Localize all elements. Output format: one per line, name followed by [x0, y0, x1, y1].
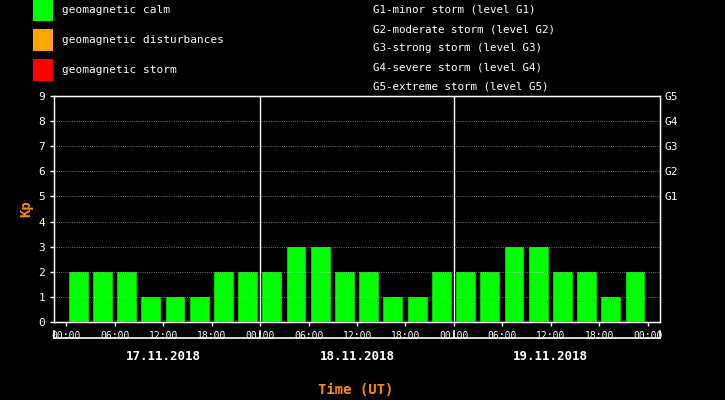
Bar [553, 272, 573, 322]
Bar [577, 272, 597, 322]
Bar [505, 247, 524, 322]
Bar [456, 272, 476, 322]
Bar [262, 272, 282, 322]
Bar [602, 297, 621, 322]
Bar [214, 272, 233, 322]
Bar [335, 272, 355, 322]
Text: G3-strong storm (level G3): G3-strong storm (level G3) [373, 43, 542, 53]
Text: G5-extreme storm (level G5): G5-extreme storm (level G5) [373, 82, 549, 92]
Bar [529, 247, 549, 322]
Bar [311, 247, 331, 322]
Text: Time (UT): Time (UT) [318, 383, 393, 397]
Bar [190, 297, 210, 322]
Bar [117, 272, 137, 322]
Text: geomagnetic disturbances: geomagnetic disturbances [62, 35, 223, 45]
Bar [141, 297, 161, 322]
Text: G1-minor storm (level G1): G1-minor storm (level G1) [373, 5, 536, 15]
Bar [239, 272, 258, 322]
Y-axis label: Kp: Kp [19, 201, 33, 217]
Bar [360, 272, 379, 322]
Bar [69, 272, 88, 322]
Text: G2-moderate storm (level G2): G2-moderate storm (level G2) [373, 24, 555, 34]
Text: geomagnetic storm: geomagnetic storm [62, 65, 176, 75]
Bar [407, 297, 428, 322]
Bar [93, 272, 112, 322]
Bar [626, 272, 645, 322]
Text: geomagnetic calm: geomagnetic calm [62, 5, 170, 15]
Text: 19.11.2018: 19.11.2018 [513, 350, 588, 362]
Bar [286, 247, 307, 322]
Bar [481, 272, 500, 322]
Bar [384, 297, 403, 322]
Text: 17.11.2018: 17.11.2018 [126, 350, 201, 362]
Text: G4-severe storm (level G4): G4-severe storm (level G4) [373, 63, 542, 73]
Text: 18.11.2018: 18.11.2018 [320, 350, 394, 362]
Bar [432, 272, 452, 322]
Bar [165, 297, 186, 322]
